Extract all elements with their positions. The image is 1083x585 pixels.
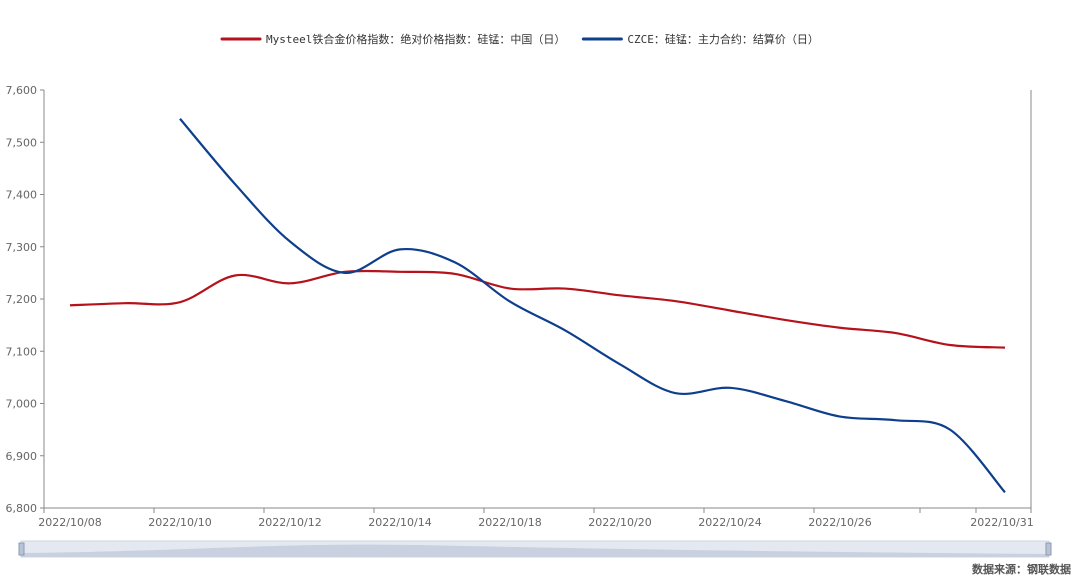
zoom-handle-right[interactable] [1045,542,1052,556]
y-tick-label: 7,500 [6,136,38,149]
source-label: 数据来源：钢联数据 [972,563,1071,576]
y-tick-label: 7,200 [6,293,38,306]
data-zoom-slider[interactable] [18,540,1052,558]
zoom-handle-left[interactable] [18,542,25,556]
y-tick-label: 6,800 [6,502,38,515]
y-tick-label: 7,300 [6,241,38,254]
legend[interactable]: Mysteel铁合金价格指数：绝对价格指数：硅锰：中国（日） CZCE：硅锰：主力… [220,32,819,46]
x-tick-label: 2022/10/24 [698,516,761,529]
series-line-2 [179,118,1006,494]
x-tick-label: 2022/10/18 [478,516,541,529]
x-tick-label: 2022/10/10 [148,516,211,529]
zoom-preview [21,544,1049,557]
x-tick-label: 2022/10/26 [808,516,871,529]
x-tick-label: 2022/10/12 [258,516,321,529]
x-tick-label: 2022/10/31 [970,516,1033,529]
x-tick-label: 2022/10/08 [38,516,101,529]
y-axis: 6,800 6,900 7,000 7,100 7,200 7,300 7,400 7,500… [6,84,1032,515]
legend-item-2[interactable]: CZCE：硅锰：主力合约：结算价（日） [581,32,819,46]
series-line-1 [69,269,1006,349]
y-tick-label: 6,900 [6,450,38,463]
y-tick-label: 7,100 [6,345,38,358]
y-tick-label: 7,600 [6,84,38,97]
series-lines [69,118,1006,494]
legend-label: Mysteel铁合金价格指数：绝对价格指数：硅锰：中国（日） [266,32,565,46]
legend-label: CZCE：硅锰：主力合约：结算价（日） [627,32,819,46]
y-tick-label: 7,000 [6,398,38,411]
legend-item-1[interactable]: Mysteel铁合金价格指数：绝对价格指数：硅锰：中国（日） [220,32,565,46]
x-axis: 2022/10/08 2022/10/10 2022/10/12 2022/10/14… [38,507,1034,529]
y-tick-label: 7,400 [6,189,38,202]
x-tick-label: 2022/10/14 [368,516,431,529]
x-tick-label: 2022/10/20 [588,516,651,529]
